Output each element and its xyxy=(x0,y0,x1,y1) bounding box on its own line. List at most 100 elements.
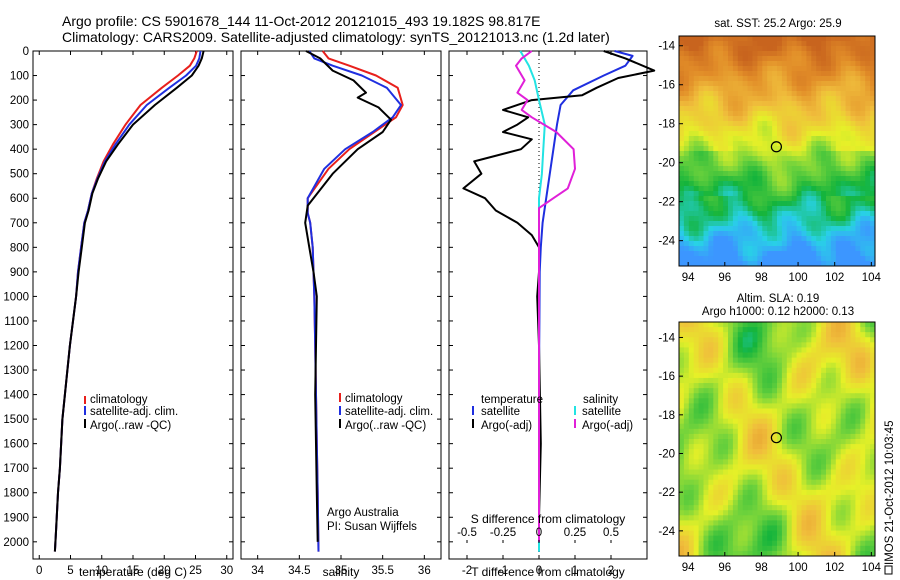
y-tick-label: -18 xyxy=(658,119,675,131)
map-cell xyxy=(835,362,842,369)
map-cell xyxy=(679,347,685,353)
map-cell xyxy=(845,540,851,547)
map-cell xyxy=(826,241,832,247)
map-cell xyxy=(767,231,773,237)
map-cell xyxy=(777,196,783,202)
map-cell xyxy=(732,362,739,369)
map-cell xyxy=(742,469,748,476)
map-cell xyxy=(742,161,748,167)
map-cell xyxy=(737,342,744,348)
map-cell xyxy=(845,66,851,72)
map-cell xyxy=(870,367,876,374)
map-cell xyxy=(747,530,753,537)
map-cell xyxy=(821,540,827,547)
map-cell xyxy=(777,106,783,112)
map-cell xyxy=(821,403,827,409)
map-cell xyxy=(791,535,797,542)
map-cell xyxy=(698,383,704,389)
map-cell xyxy=(781,236,788,242)
map-cell xyxy=(772,525,778,531)
map-cell xyxy=(713,454,719,460)
map-cell xyxy=(796,121,802,127)
map-cell xyxy=(811,383,817,389)
map-cell xyxy=(781,357,788,364)
map-cell xyxy=(728,474,734,481)
map-cell xyxy=(703,372,709,379)
map-cell xyxy=(786,191,793,197)
map-cell xyxy=(698,206,704,212)
map-cell xyxy=(713,186,719,192)
map-cell xyxy=(728,464,734,470)
map-cell xyxy=(713,96,719,102)
map-cell xyxy=(772,322,778,328)
map-cell xyxy=(791,327,797,333)
map-cell xyxy=(870,111,876,117)
map-cell xyxy=(718,327,724,333)
map-cell xyxy=(688,46,695,52)
map-cell xyxy=(777,146,783,152)
map-cell xyxy=(855,231,861,237)
map-cell xyxy=(860,226,866,232)
map-cell xyxy=(679,36,685,42)
map-cell xyxy=(865,116,871,122)
map-cell xyxy=(752,474,758,481)
x-tick-label: -2 xyxy=(462,565,472,577)
map-cell xyxy=(723,352,729,359)
map-cell xyxy=(830,474,837,481)
map-cell xyxy=(830,221,837,227)
map-cell xyxy=(835,121,842,127)
map-cell xyxy=(811,121,817,127)
map-cell xyxy=(801,161,807,167)
map-cell xyxy=(683,525,690,531)
map-cell xyxy=(781,444,788,450)
map-cell xyxy=(870,211,876,217)
map-cell xyxy=(870,484,876,491)
map-cell xyxy=(767,520,773,526)
map-cell xyxy=(801,56,807,62)
map-cell xyxy=(860,433,866,440)
map-cell xyxy=(688,186,695,192)
map-cell xyxy=(688,96,695,102)
map-cell xyxy=(747,56,753,62)
map-cell xyxy=(698,136,704,142)
map-cell xyxy=(737,530,744,537)
map-cell xyxy=(757,101,763,107)
map-cell xyxy=(806,540,812,547)
map-cell xyxy=(811,116,817,122)
map-cell xyxy=(830,489,837,496)
map-cell xyxy=(708,510,714,516)
map-cell xyxy=(801,494,807,501)
map-cell xyxy=(777,545,783,552)
map-cell xyxy=(865,474,871,481)
map-cell xyxy=(860,221,866,227)
map-cell xyxy=(708,545,714,552)
map-cell xyxy=(723,408,729,414)
map-cell xyxy=(708,479,714,486)
map-cell xyxy=(845,459,851,465)
map-cell xyxy=(801,342,807,348)
map-cell xyxy=(737,367,744,374)
map-cell xyxy=(713,484,719,491)
map-cell xyxy=(679,86,685,92)
map-cell xyxy=(718,393,724,399)
map-cell xyxy=(870,61,876,67)
map-cell xyxy=(796,433,802,440)
map-cell xyxy=(806,367,812,374)
map-cell xyxy=(781,181,788,187)
map-cell xyxy=(781,161,788,167)
map-cell xyxy=(747,352,753,359)
map-cell xyxy=(816,51,822,57)
map-cell xyxy=(757,444,763,450)
map-cell xyxy=(821,136,827,142)
map-cell xyxy=(826,408,832,414)
map-cell xyxy=(786,201,793,207)
map-cell xyxy=(830,535,837,542)
map-cell xyxy=(757,352,763,359)
map-cell xyxy=(683,166,690,172)
map-cell xyxy=(679,494,685,501)
map-cell xyxy=(830,388,837,394)
map-cell xyxy=(752,156,758,162)
temperature-x-axis-label: temperature (deg C) xyxy=(79,565,187,579)
map-cell xyxy=(835,530,842,537)
argo-float-location-marker xyxy=(770,141,782,153)
